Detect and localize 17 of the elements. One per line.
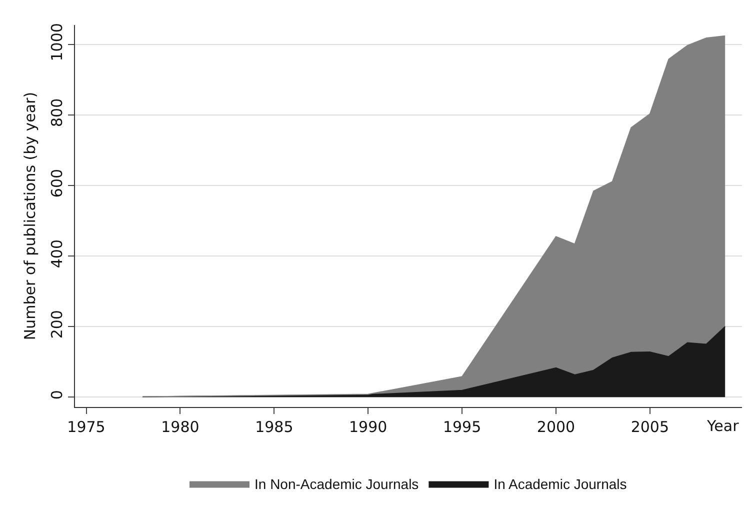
legend-label: In Non-Academic Journals — [254, 476, 419, 492]
legend-label: In Academic Journals — [494, 476, 627, 492]
x-tick-label: 1975 — [67, 418, 106, 436]
x-tick-label: 1995 — [442, 418, 482, 436]
y-tick-label: 0 — [48, 390, 66, 400]
y-tick-label: 600 — [48, 168, 66, 198]
y-axis-title: Number of publications (by year) — [21, 92, 39, 340]
x-tick-label: 1980 — [161, 418, 200, 436]
y-tick-label: 800 — [48, 98, 66, 128]
y-tick-label: 1000 — [48, 23, 66, 62]
x-axis-title: Year — [706, 417, 740, 435]
x-tick-label: 1990 — [349, 418, 388, 436]
x-tick-label: 2005 — [630, 418, 670, 436]
y-tick-label: 400 — [48, 239, 66, 268]
y-tick-label: 200 — [48, 310, 66, 339]
x-tick-label: 1985 — [255, 418, 294, 436]
x-tick-label: 2000 — [536, 418, 576, 436]
